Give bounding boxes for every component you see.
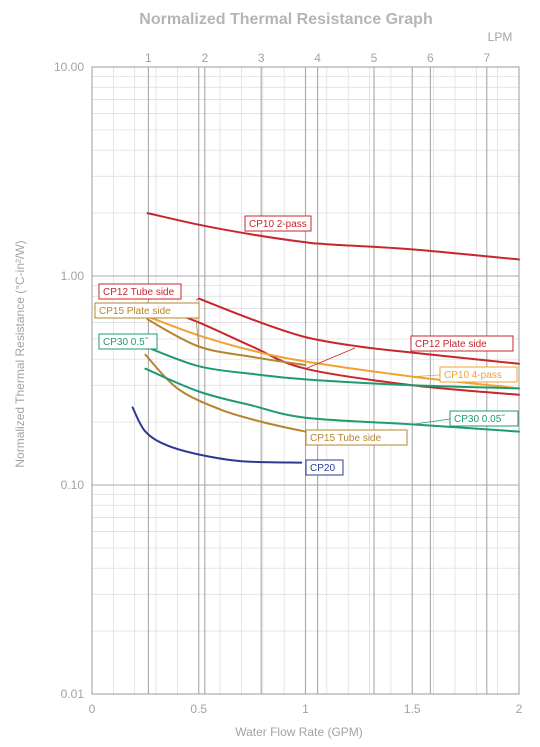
label-leader-line [412, 418, 451, 425]
label-box [98, 283, 182, 300]
label-text: CP10 2-pass [249, 219, 307, 230]
series-label: CP20 [305, 459, 344, 476]
label-box [305, 459, 344, 476]
y-tick-label: 10.00 [54, 60, 84, 74]
label-box [244, 215, 312, 232]
series-labels: CP10 2-pass CP12 Tube side CP15 Plate side… [94, 215, 519, 476]
series-line-cp30-0-5 [144, 345, 520, 390]
label-text: CP30 0.05˝ [454, 413, 505, 425]
axis-ticks: 0 0.5 1 1.5 2 1 2 3 4 5 6 7 10.00 1.00 0.10 0.01 [54, 51, 523, 716]
label-text: CP20 [310, 463, 335, 474]
series-line-cp15-plate-side [146, 318, 307, 366]
series-line-cp12-plate-side [146, 302, 520, 396]
label-box [94, 302, 200, 319]
label-text: CP15 Plate side [99, 306, 171, 317]
label-box [410, 335, 514, 352]
lpm-tick-label: 4 [314, 51, 321, 65]
y-tick-label: 1.00 [61, 269, 85, 283]
lpm-tick-label: 3 [258, 51, 265, 65]
lpm-tick-label: 7 [483, 51, 490, 65]
series-label: CP15 Plate side [94, 302, 200, 347]
chart-title: Normalized Thermal Resistance Graph [139, 11, 432, 28]
label-text: CP12 Plate side [415, 339, 487, 350]
x-tick-label: 0.5 [190, 702, 207, 716]
series-label: CP12 Plate side [305, 335, 514, 370]
label-leader-line [412, 374, 441, 378]
label-text: CP10 4-pass [444, 370, 502, 381]
x-tick-label: 1.5 [404, 702, 421, 716]
lpm-tick-label: 5 [371, 51, 378, 65]
series-line-cp30-0-05 [144, 367, 520, 433]
label-box [305, 429, 408, 446]
series-label: CP30 0.05˝ [412, 410, 519, 427]
series-line-cp15-tube-side [144, 353, 307, 433]
series-label: CP30 0.5˝ [98, 333, 158, 350]
series-layer [131, 212, 520, 464]
series-label: CP12 Tube side [98, 283, 199, 301]
label-text: CP15 Tube side [310, 433, 382, 444]
label-leader-line [305, 347, 356, 370]
label-box [439, 366, 518, 383]
label-leader-line [195, 317, 200, 347]
series-label: CP10 2-pass [244, 215, 312, 232]
y-axis-label: Normalized Thermal Resistance (°C-in²/W) [13, 240, 27, 467]
x-tick-label: 1 [302, 702, 309, 716]
secondary-x-axis-label: LPM [488, 30, 513, 44]
y-tick-label: 0.01 [61, 687, 85, 701]
plot-frame [91, 66, 520, 695]
label-text: CP12 Tube side [103, 287, 175, 298]
series-line-cp12-tube-side [197, 297, 520, 365]
label-text: CP30 0.5˝ [103, 336, 149, 348]
x-tick-label: 2 [516, 702, 523, 716]
lpm-tick-label: 1 [145, 51, 152, 65]
series-label: CP10 4-pass [412, 366, 518, 383]
y-tick-label: 0.10 [61, 478, 85, 492]
series-line-cp20 [131, 406, 303, 464]
lpm-tick-label: 2 [201, 51, 208, 65]
lpm-tick-label: 6 [427, 51, 434, 65]
label-box [449, 410, 519, 427]
label-box [98, 333, 158, 350]
x-axis-label: Water Flow Rate (GPM) [235, 725, 363, 739]
series-line-cp10-2-pass [146, 212, 520, 261]
x-tick-label: 0 [89, 702, 96, 716]
series-label: CP15 Tube side [305, 429, 408, 446]
label-leader-line [195, 298, 199, 301]
